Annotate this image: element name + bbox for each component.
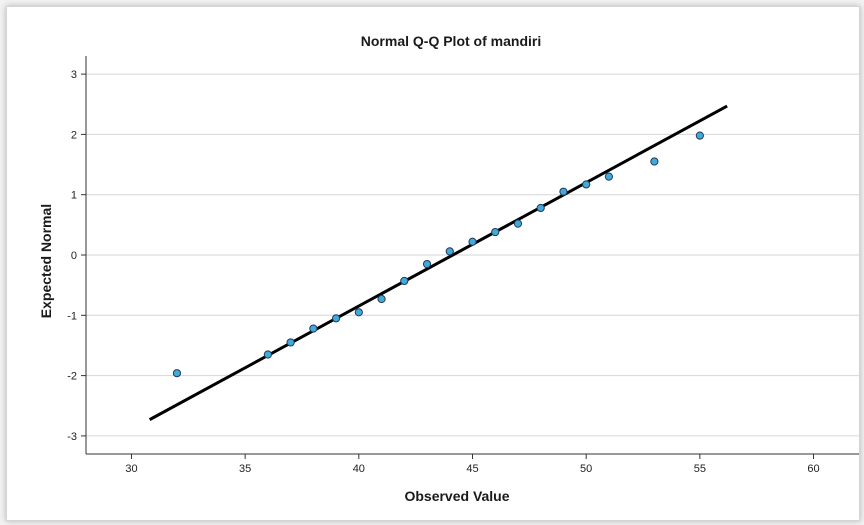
y-tick-label: 1 — [71, 190, 77, 202]
tick-labels: -3 -2 -1 0 1 2 3 30 35 40 45 50 55 60 — [67, 69, 819, 475]
qq-plot-chart: Normal Q-Q Plot of mandiri -3 -2 -1 0 1 2 3 30 3… — [38, 33, 859, 504]
y-tick-label: 0 — [71, 250, 77, 262]
x-tick-label: 50 — [580, 463, 592, 475]
data-point — [491, 227, 500, 237]
data-point — [604, 172, 614, 181]
data-point — [582, 180, 591, 189]
x-tick-label: 40 — [353, 463, 365, 475]
x-tick-label: 55 — [694, 463, 706, 475]
x-axis-title: Observed Value — [404, 488, 509, 504]
x-tick-label: 45 — [466, 463, 478, 475]
data-point — [445, 247, 454, 256]
reference-line-layer — [148, 104, 728, 421]
y-axis-title: Expected Normal — [38, 204, 54, 318]
reference-line — [148, 104, 728, 421]
chart-title: Normal Q-Q Plot of mandiri — [361, 33, 541, 49]
y-tick-label: -3 — [67, 431, 77, 443]
data-point — [695, 131, 704, 140]
x-tick-label: 35 — [239, 463, 251, 475]
x-tick-label: 30 — [125, 463, 137, 475]
data-point — [536, 203, 545, 213]
y-tick-label: 2 — [71, 129, 77, 141]
data-point — [422, 259, 432, 269]
data-point — [331, 314, 341, 323]
chart-frame: Normal Q-Q Plot of mandiri -3 -2 -1 0 1 2 3 30 3… — [6, 6, 860, 521]
data-point — [400, 276, 409, 286]
data-point — [468, 237, 477, 246]
data-point — [309, 324, 318, 333]
y-tick-label: 3 — [71, 69, 77, 81]
data-point — [559, 187, 568, 196]
y-tick-label: -2 — [67, 371, 77, 383]
data-point — [263, 350, 272, 359]
data-point — [650, 157, 659, 166]
data-point — [513, 219, 523, 228]
data-point — [354, 308, 363, 317]
x-tick-label: 60 — [807, 463, 819, 475]
y-tick-label: -1 — [67, 310, 77, 322]
axes — [81, 56, 859, 459]
data-point — [377, 294, 386, 304]
data-point — [286, 338, 295, 347]
gridlines — [86, 73, 859, 437]
data-point — [172, 369, 182, 378]
data-points — [172, 131, 704, 378]
